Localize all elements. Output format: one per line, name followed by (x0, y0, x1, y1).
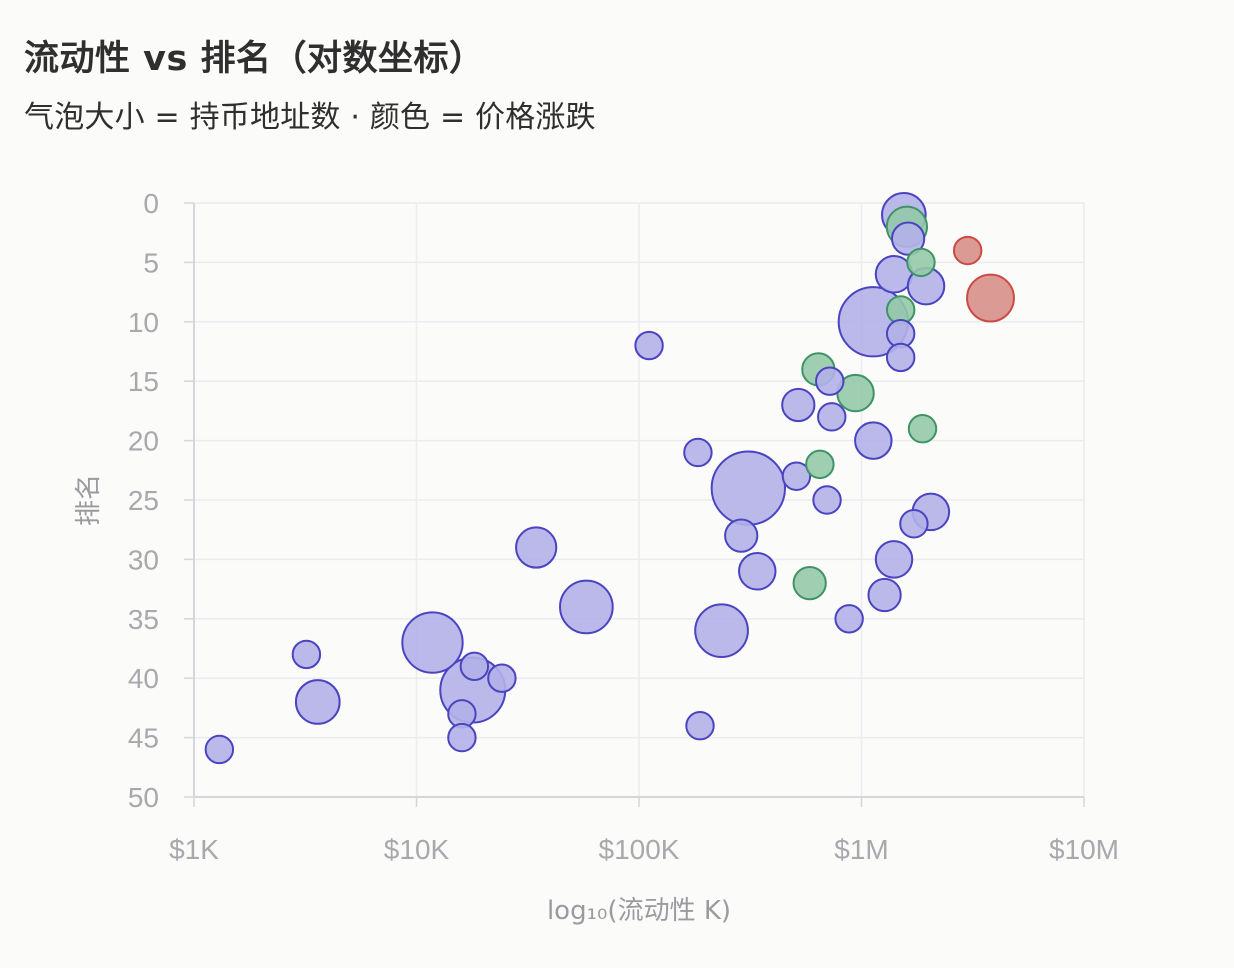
bubble-neutral (854, 421, 893, 460)
bubble-neutral (874, 540, 914, 579)
chart-subtitle: 气泡大小 = 持币地址数 · 颜色 = 价格涨跌 (24, 100, 596, 135)
y-tick-label: 0 (143, 188, 159, 219)
bubble-neutral (867, 577, 902, 613)
axes (184, 202, 1085, 807)
x-axis-title: log₁₀(流动性 K) (547, 896, 731, 926)
chart-title: 流动性 vs 排名（对数坐标） (24, 39, 485, 79)
bubble-neutral (447, 722, 477, 753)
bubble-neutral (710, 450, 786, 526)
x-tick-label: $10K (384, 834, 450, 865)
tick-labels: 0 5 10 15 20 25 30 35 40 45 50 $1K $10K $100K $1M $10M (128, 188, 1119, 865)
bubble-up (792, 566, 827, 601)
bubble-neutral (459, 651, 490, 682)
bubble-neutral (899, 509, 929, 539)
bubble-neutral (815, 366, 845, 396)
bubble-neutral (812, 485, 842, 515)
bubble-neutral (487, 663, 517, 693)
bubble-neutral (204, 734, 235, 765)
bubble-neutral (515, 526, 558, 569)
y-tick-label: 25 (128, 485, 159, 516)
y-tick-label: 30 (128, 544, 159, 575)
bubbles (204, 192, 1015, 765)
bubble-neutral (685, 711, 715, 741)
bubble-neutral (781, 461, 812, 491)
bubble-neutral (559, 579, 614, 635)
y-axis-title: 排名 (74, 474, 104, 526)
bubble-down (952, 235, 983, 266)
y-tick-label: 45 (128, 723, 159, 754)
bubble-neutral (683, 437, 713, 468)
bubble-neutral (834, 604, 864, 634)
bubble-neutral (401, 611, 464, 674)
bubble-neutral (885, 342, 916, 373)
bubble-up (805, 449, 835, 480)
bubble-neutral (781, 387, 816, 423)
bubble-neutral (817, 402, 847, 432)
y-tick-label: 35 (128, 604, 159, 635)
y-tick-label: 50 (128, 782, 159, 813)
y-tick-label: 20 (128, 426, 159, 457)
bubble-up (907, 414, 938, 444)
y-tick-label: 10 (128, 307, 159, 338)
bubble-neutral (890, 221, 926, 256)
x-tick-label: $1M (834, 834, 888, 865)
bubble-neutral (738, 552, 777, 591)
x-tick-label: $100K (599, 834, 680, 865)
bubble-neutral (294, 679, 341, 725)
bubble-up (906, 247, 936, 278)
x-tick-label: $10M (1049, 834, 1119, 865)
bubble-neutral (694, 603, 749, 659)
y-tick-label: 40 (128, 663, 159, 694)
bubble-down (966, 273, 1015, 323)
y-tick-label: 15 (128, 366, 159, 397)
y-tick-label: 5 (143, 247, 159, 278)
bubble-neutral (291, 639, 322, 670)
bubble-neutral (634, 330, 664, 361)
bubble-neutral (724, 518, 759, 553)
x-tick-label: $1K (169, 834, 219, 865)
